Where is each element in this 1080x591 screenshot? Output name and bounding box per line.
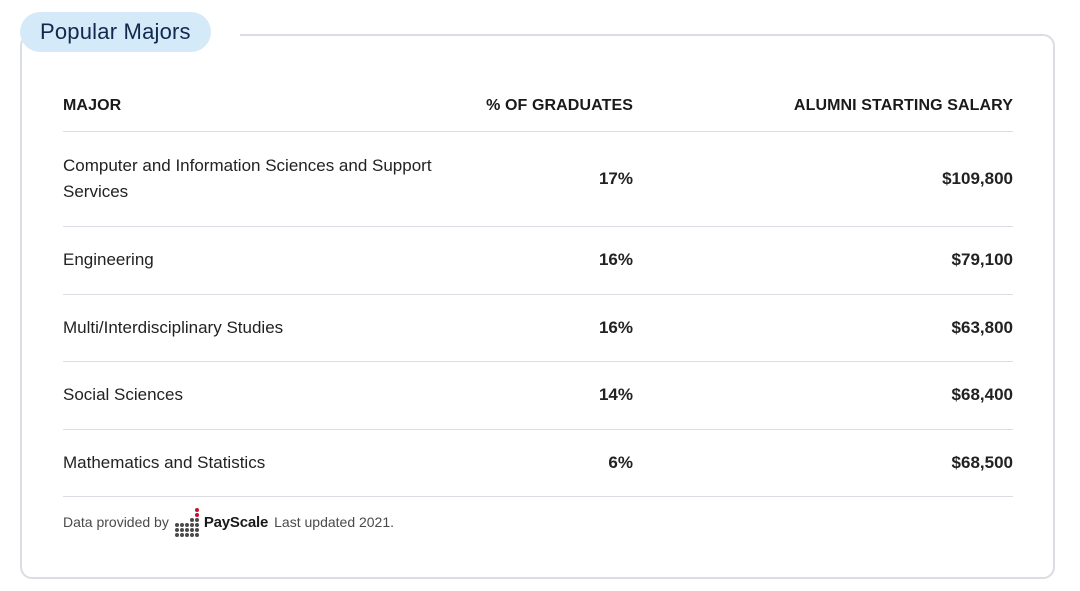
footer-prefix: Data provided by bbox=[63, 514, 169, 530]
percent-value: 16% bbox=[598, 317, 633, 337]
footer-updated: Last updated 2021. bbox=[274, 514, 395, 530]
major-name: Social Sciences bbox=[63, 385, 184, 405]
majors-table: MAJOR % OF GRADUATES ALUMNI STARTING SAL… bbox=[63, 80, 1013, 497]
table-row: Engineering 16% $79,100 bbox=[63, 227, 1013, 295]
payscale-logo-icon bbox=[174, 507, 201, 537]
percent-value: 14% bbox=[598, 385, 633, 405]
major-name: Mathematics and Statistics bbox=[63, 452, 266, 472]
table-header-row: MAJOR % OF GRADUATES ALUMNI STARTING SAL… bbox=[63, 80, 1013, 132]
salary-value: $79,100 bbox=[951, 250, 1013, 270]
percent-value: 6% bbox=[608, 452, 633, 472]
major-name: Computer and Information Sciences and Su… bbox=[63, 156, 432, 201]
payscale-logo-link[interactable]: PayScale bbox=[174, 507, 269, 537]
header-salary: ALUMNI STARTING SALARY bbox=[793, 96, 1013, 114]
header-major: MAJOR bbox=[63, 96, 122, 114]
table-row: Mathematics and Statistics 6% $68,500 bbox=[63, 430, 1013, 497]
salary-value: $68,400 bbox=[951, 385, 1013, 405]
major-name: Engineering bbox=[63, 250, 154, 270]
header-percent: % OF GRADUATES bbox=[486, 96, 633, 114]
section-title: Popular Majors bbox=[20, 12, 211, 52]
salary-value: $63,800 bbox=[951, 317, 1013, 337]
percent-value: 16% bbox=[598, 250, 633, 270]
salary-value: $68,500 bbox=[951, 452, 1013, 472]
percent-value: 17% bbox=[598, 169, 633, 188]
payscale-brand: PayScale bbox=[203, 513, 269, 531]
popular-majors-card bbox=[20, 34, 1055, 579]
data-source-footer: Data provided by bbox=[63, 507, 394, 537]
salary-value: $109,800 bbox=[942, 169, 1013, 188]
table-row: Multi/Interdisciplinary Studies 16% $63,… bbox=[63, 295, 1013, 362]
table-row: Social Sciences 14% $68,400 bbox=[63, 362, 1013, 430]
table-row: Computer and Information Sciences and Su… bbox=[63, 132, 1013, 227]
major-name: Multi/Interdisciplinary Studies bbox=[63, 317, 284, 337]
